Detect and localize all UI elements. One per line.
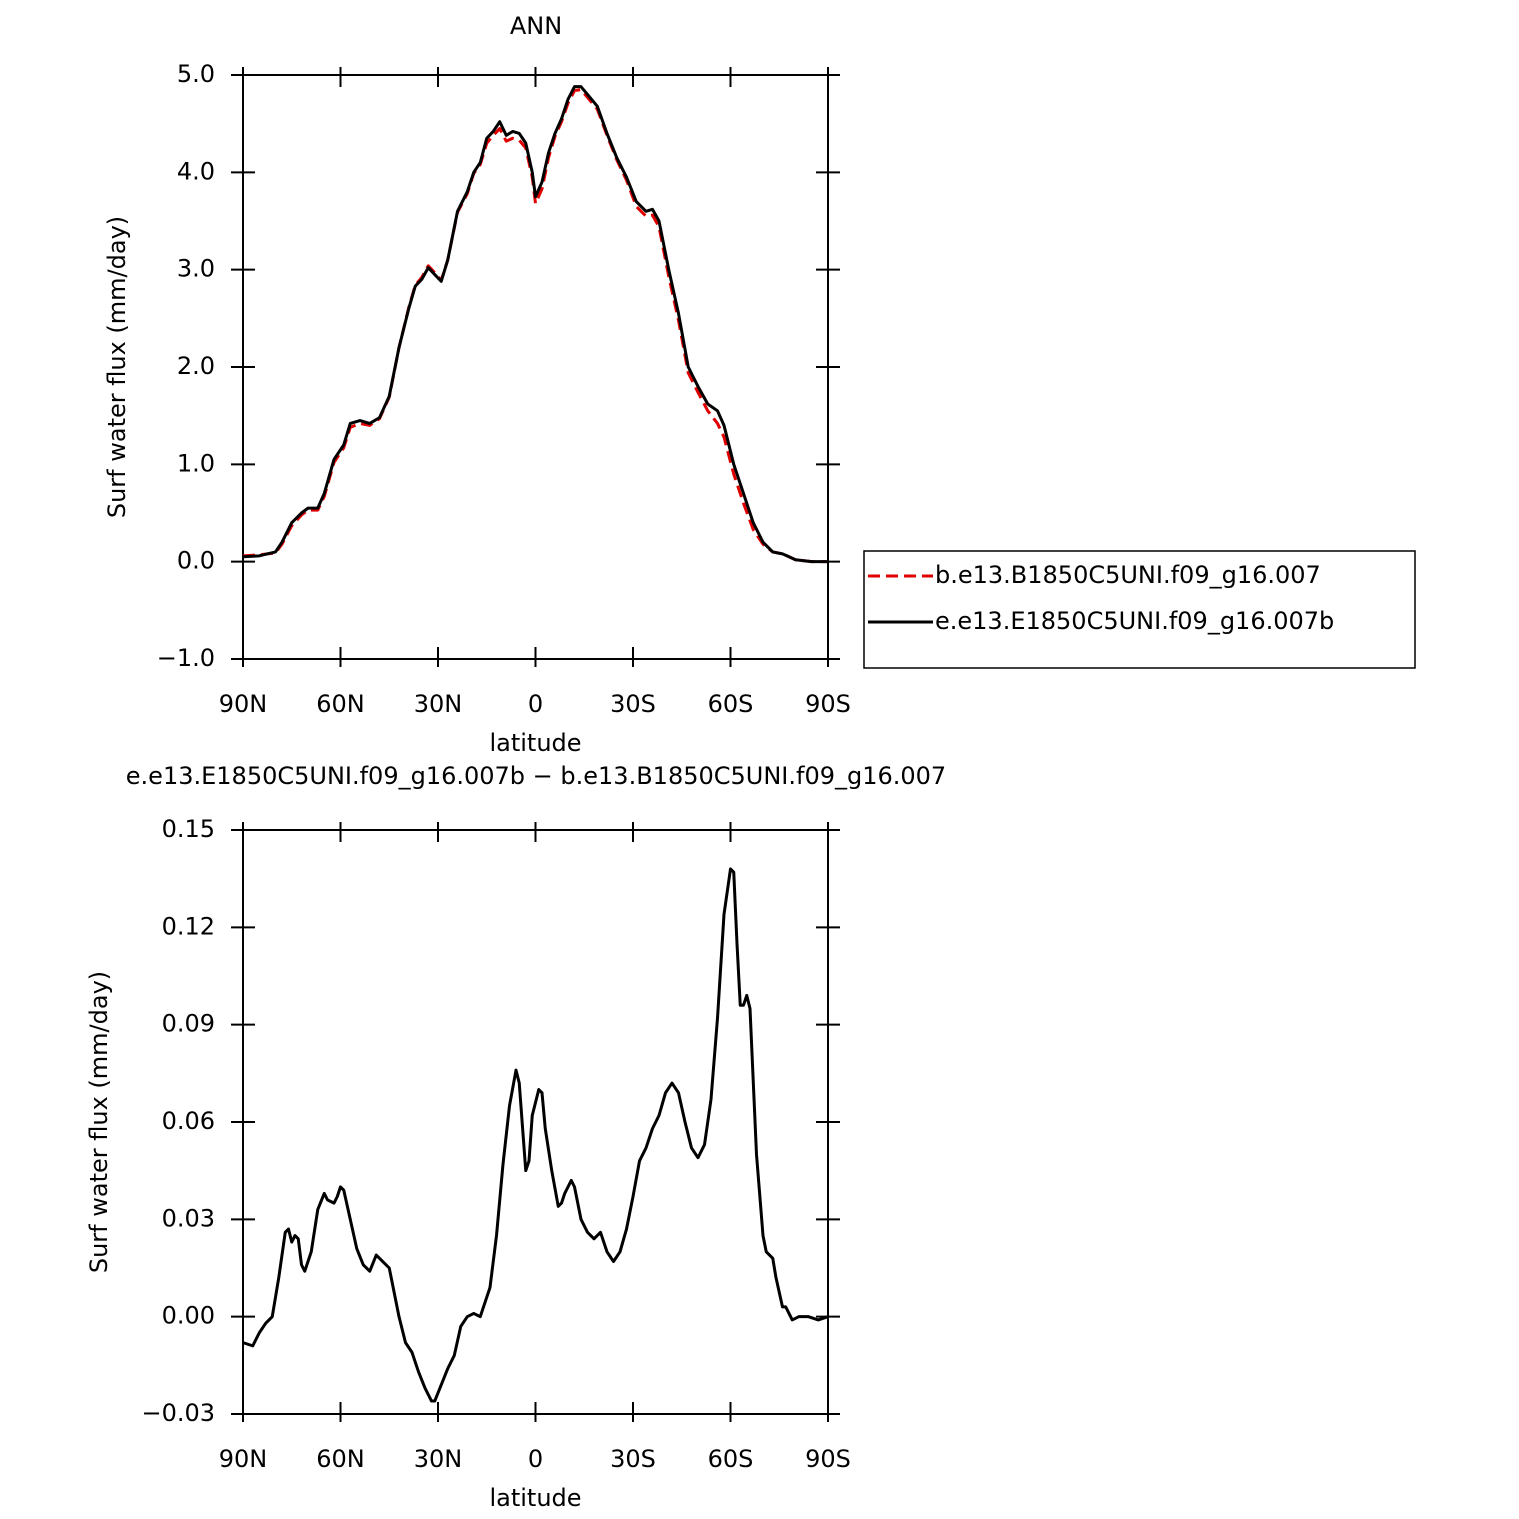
chart-title: e.e13.E1850C5UNI.f09_g16.007b − b.e13.B1… [126,762,946,790]
y-tick-label: 1.0 [177,449,215,477]
x-tick-label: 30N [414,1445,463,1473]
data-line [242,867,829,1403]
x-tick-label: 90N [219,690,268,718]
x-tick-label: 0 [528,1445,543,1473]
y-tick-label: 0.03 [162,1204,215,1232]
y-axis-label: Surf water flux (mm/day) [103,216,131,518]
y-tick-label: 0.15 [162,815,215,843]
chart-title: ANN [510,12,562,40]
y-tick-label: 2.0 [177,352,215,380]
x-tick-label: 30N [414,690,463,718]
x-tick-label: 90N [219,1445,268,1473]
y-tick-label: 0.0 [177,547,215,575]
y-axis-label: Surf water flux (mm/day) [85,971,113,1273]
x-tick-label: 60S [708,690,754,718]
y-tick-label: 0.06 [162,1107,215,1135]
x-tick-label: 60N [316,1445,365,1473]
legend-label: b.e13.B1850C5UNI.f09_g16.007 [935,561,1321,589]
legend-label: e.e13.E1850C5UNI.f09_g16.007b [935,607,1334,635]
x-axis-label: latitude [489,729,581,757]
y-tick-label: −1.0 [157,644,215,672]
y-tick-label: 4.0 [177,157,215,185]
plot-frame [242,829,829,1415]
y-tick-label: 0.00 [162,1302,215,1330]
x-tick-label: 90S [805,690,851,718]
y-tick-label: −0.03 [141,1399,215,1427]
x-tick-label: 30S [610,1445,656,1473]
y-tick-label: 0.09 [162,1010,215,1038]
x-tick-label: 60S [708,1445,754,1473]
data-line [242,85,828,564]
x-axis-label: latitude [489,1484,581,1512]
y-tick-label: 5.0 [177,60,215,88]
x-tick-label: 30S [610,690,656,718]
y-tick-label: 3.0 [177,255,215,283]
x-tick-label: 0 [528,690,543,718]
x-tick-label: 60N [316,690,365,718]
data-line [242,88,828,564]
legend-box [863,550,1416,669]
plot-frame [242,74,829,660]
x-tick-label: 90S [805,1445,851,1473]
y-tick-label: 0.12 [162,912,215,940]
